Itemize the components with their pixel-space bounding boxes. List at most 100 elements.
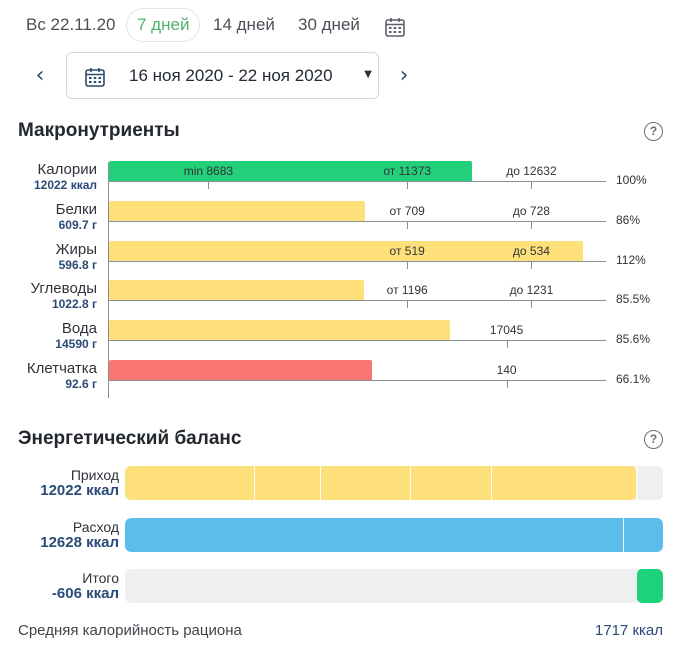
macro-name: Жиры [55, 240, 97, 258]
macro-tick-label: до 12632 [506, 164, 557, 178]
balance-track [125, 466, 663, 500]
macro-row: Углеводы 1022.8 г от 1196 до 1231 85.5% [0, 279, 680, 319]
macro-tick [531, 260, 533, 269]
macro-amount: 12022 ккал [33, 178, 97, 192]
balance-segment-divider [254, 466, 256, 500]
macro-baseline [109, 300, 606, 302]
macro-percent: 85.6% [616, 332, 651, 347]
balance-track [125, 518, 663, 552]
macro-row: Калории 12022 ккал min 8683 от 11373 до 1263… [0, 160, 680, 200]
macro-percent: 85.5% [616, 292, 651, 307]
caret-down-icon: ▼ [364, 69, 372, 80]
macro-percent: 86% [616, 212, 641, 227]
balance-title: Энергетический баланс [18, 428, 242, 449]
macro-percent: 112% [616, 252, 646, 267]
macro-name: Углеводы [30, 280, 97, 298]
macros-axis [108, 162, 109, 398]
macro-tick [531, 181, 533, 189]
period-tabs: Вс 22.11.20 7 дней 14 дней 30 дней [0, 8, 680, 44]
average-label: Средняя калорийность рациона [18, 622, 242, 639]
balance-row-total: Итого -606 ккал [0, 569, 680, 605]
macro-percent: 66.1% [616, 372, 651, 386]
macro-tick-label: 140 [496, 363, 517, 377]
macro-amount: 1022.8 г [51, 297, 97, 312]
macro-amount: 609.7 г [58, 217, 97, 232]
balance-name: Расход [72, 519, 119, 535]
macro-name: Белки [55, 200, 97, 218]
macro-tick-label: до 728 [512, 203, 550, 218]
tab-30-days[interactable]: 30 дней [298, 15, 360, 34]
macro-baseline [109, 220, 606, 222]
macro-tick-label: до 534 [512, 243, 550, 258]
macro-bar [109, 360, 373, 381]
macro-amount: 92.6 г [65, 377, 97, 391]
macro-baseline [109, 181, 606, 182]
balance-segment-divider [410, 466, 412, 500]
macro-bar [109, 320, 451, 342]
chevron-right-icon[interactable]: › [399, 63, 409, 88]
balance-name: Итого [82, 570, 119, 586]
tab-day[interactable]: Вс 22.11.20 [26, 15, 116, 34]
macro-row: Жиры 596.8 г от 519 до 534 112% [0, 240, 680, 280]
balance-fill [125, 518, 663, 552]
macro-tick [407, 260, 409, 269]
macro-tick [506, 380, 508, 388]
balance-segment-divider [622, 518, 624, 552]
balance-row-expense: Расход 12628 ккал [0, 518, 680, 554]
macro-tick [506, 340, 508, 349]
macro-amount: 14590 г [55, 337, 97, 352]
macro-bar [109, 280, 364, 302]
macro-baseline [109, 380, 606, 381]
macro-tick [407, 220, 409, 229]
balance-fill [125, 466, 637, 500]
macro-tick-label: min 8683 [183, 164, 234, 178]
macro-baseline [109, 260, 606, 262]
macro-name: Калории [37, 161, 97, 178]
balance-track [125, 569, 663, 603]
macro-amount: 596.8 г [58, 257, 97, 272]
balance-segment-divider [490, 466, 492, 500]
calendar-icon [85, 68, 105, 87]
macro-name: Клетчатка [26, 360, 97, 377]
macro-tick [407, 181, 409, 189]
macro-tick-label: 17045 [489, 323, 524, 338]
macro-bar [109, 200, 365, 222]
macro-tick-label: от 1196 [386, 283, 428, 298]
chevron-left-icon[interactable]: ‹ [35, 63, 45, 88]
macro-tick [531, 300, 533, 309]
help-icon[interactable]: ? [644, 430, 663, 449]
macro-name: Вода [61, 320, 97, 338]
balance-segment-divider [636, 466, 638, 500]
macro-tick-label: от 519 [389, 243, 425, 258]
macros-title: Макронутриенты [18, 120, 180, 141]
macro-tick-label: от 11373 [383, 164, 432, 178]
balance-row-income: Приход 12022 ккал [0, 466, 680, 502]
macro-tick [208, 181, 210, 189]
balance-value: -606 ккал [51, 585, 119, 602]
tab-7-days[interactable]: 7 дней [126, 8, 201, 42]
macro-row: Клетчатка 92.6 г 140 66.1% [0, 359, 680, 399]
macro-tick-label: от 709 [389, 203, 425, 218]
average-value: 1717 ккал [594, 622, 663, 639]
tab-14-days[interactable]: 14 дней [213, 15, 275, 34]
balance-name: Приход [70, 467, 119, 483]
average-calories: Средняя калорийность рациона 1717 ккал [18, 622, 663, 642]
macro-tick-label: до 1231 [509, 283, 554, 298]
date-range-select[interactable]: 16 ноя 2020 - 22 ноя 2020 ▼ [66, 52, 379, 99]
macro-tick [407, 300, 409, 309]
balance-segment-divider [320, 466, 322, 500]
date-range-nav: ‹ 16 ноя 2020 - 22 ноя 2020 ▼ › [0, 52, 680, 100]
help-icon[interactable]: ? [644, 122, 663, 141]
macro-tick [531, 220, 533, 229]
macro-baseline [109, 340, 606, 342]
macro-bar [109, 240, 583, 262]
macro-row: Белки 609.7 г от 709 до 728 86% [0, 200, 680, 240]
macro-row: Вода 14590 г 17045 85.6% [0, 319, 680, 359]
macro-bar [109, 161, 472, 182]
balance-value: 12022 ккал [40, 482, 119, 499]
balance-value: 12628 ккал [40, 534, 119, 551]
macro-percent: 100% [616, 173, 647, 187]
balance-total-marker [637, 569, 663, 603]
calendar-icon[interactable] [384, 16, 406, 38]
date-range-label: 16 ноя 2020 - 22 ноя 2020 [129, 66, 333, 85]
